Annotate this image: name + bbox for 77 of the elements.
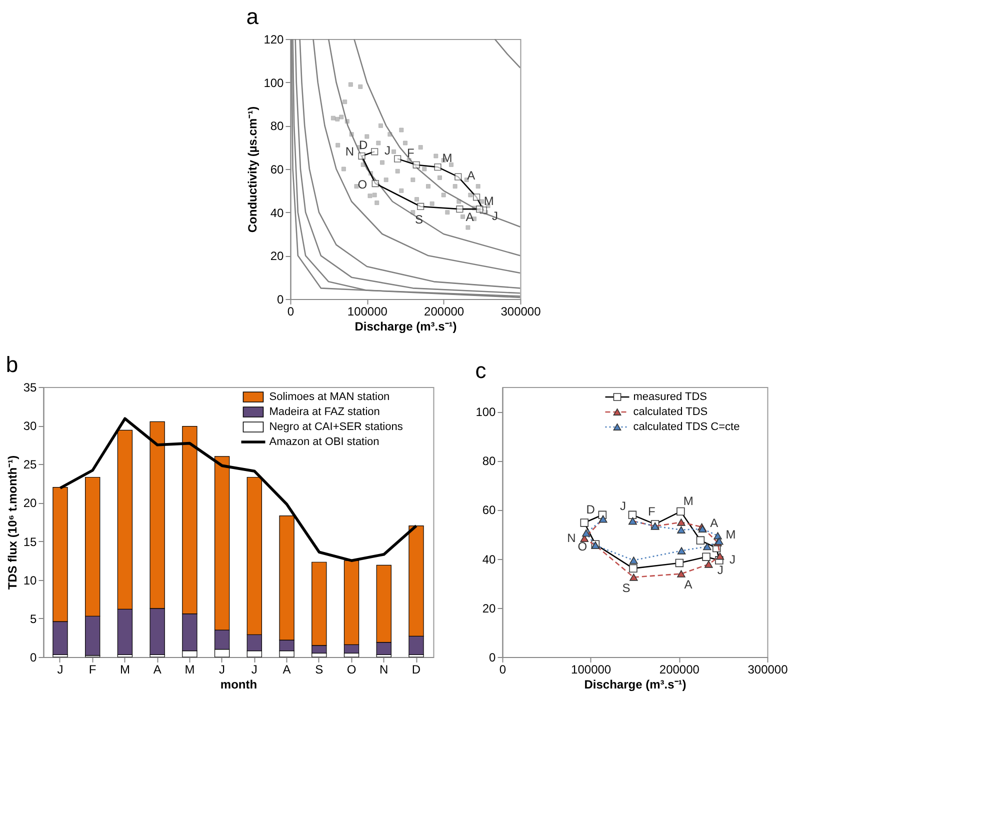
legend-label: Negro at CAI+SER stations <box>269 421 404 433</box>
y-tick-label: 30 <box>23 419 38 434</box>
legend-label: calculated TDS C=cte <box>633 421 740 433</box>
y-tick-label: 60 <box>270 162 284 176</box>
y-tick-label: 25 <box>23 458 38 472</box>
chart-title: c <box>475 358 486 383</box>
annotation: F <box>406 146 414 160</box>
x-tick-label: J <box>219 662 226 676</box>
legend-label: Solimoes at MAN station <box>269 391 390 403</box>
y-tick-label: 35 <box>23 380 38 394</box>
annotation: D <box>358 138 368 152</box>
y-tick-label: 0 <box>30 650 38 664</box>
annotation: A <box>466 210 474 224</box>
y-tick-label: 20 <box>270 249 284 264</box>
y-tick-label: 0 <box>277 292 284 306</box>
x-tick-label: 300000 <box>500 304 542 318</box>
x-tick-label: S <box>315 662 324 676</box>
annotation: M <box>442 151 452 166</box>
y-tick-label: 120 <box>264 32 284 46</box>
annotation: N <box>567 531 576 546</box>
x-axis-title: Discharge (m³.s⁻¹) <box>584 678 686 692</box>
x-tick-label: 0 <box>499 662 506 676</box>
annotation: M <box>484 194 494 208</box>
y-tick-label: 40 <box>482 552 496 566</box>
annotation: F <box>648 504 656 519</box>
annotation: J <box>384 144 390 158</box>
x-axis-title: month <box>220 678 258 692</box>
annotation: D <box>586 502 596 517</box>
x-tick-label: J <box>251 662 258 676</box>
x-tick-label: 0 <box>287 304 294 318</box>
x-tick-label: A <box>282 662 291 676</box>
annotation: A <box>710 516 718 530</box>
y-axis-title: Conductivity (µs.cm⁻¹) <box>246 106 260 233</box>
x-tick-label: N <box>380 662 388 676</box>
x-tick-label: 300000 <box>748 662 788 676</box>
y-tick-label: 60 <box>482 503 496 518</box>
x-tick-label: 200000 <box>424 304 464 318</box>
y-tick-label: 0 <box>489 650 496 664</box>
x-tick-label: D <box>412 662 421 676</box>
legend-label: Madeira at FAZ station <box>269 406 380 418</box>
y-tick-label: 20 <box>23 496 38 510</box>
y-tick-label: 100 <box>264 76 284 90</box>
legend-label: calculated TDS <box>633 406 708 418</box>
x-tick-label: M <box>184 662 195 676</box>
annotation: M <box>683 494 694 508</box>
annotation: J <box>620 498 626 513</box>
annotation: M <box>726 528 736 542</box>
annotation: O <box>358 177 368 192</box>
annotation: A <box>467 168 476 183</box>
annotation: O <box>578 539 588 554</box>
annotation: J <box>730 552 736 566</box>
x-tick-label: 200000 <box>659 662 700 676</box>
x-tick-label: 100000 <box>347 304 388 318</box>
legend-label: Amazon at OBI station <box>269 436 380 448</box>
y-tick-label: 80 <box>270 119 284 134</box>
chart-title: b <box>6 352 18 377</box>
y-axis-title: TDS flux (10⁶ t.month⁻¹) <box>5 455 20 590</box>
legend-label: measured TDS <box>633 391 708 403</box>
annotation: J <box>717 562 724 577</box>
annotation: A <box>684 578 692 592</box>
y-tick-label: 40 <box>270 206 284 220</box>
y-tick-label: 5 <box>30 612 38 626</box>
annotation: S <box>622 580 630 595</box>
x-axis-title: Discharge (m³.s⁻¹) <box>354 320 457 334</box>
chart-title: a <box>246 4 260 29</box>
y-tick-label: 80 <box>482 454 496 468</box>
y-tick-label: 20 <box>482 601 496 616</box>
y-tick-label: 10 <box>23 573 38 588</box>
x-tick-label: 100000 <box>571 662 612 676</box>
x-tick-label: J <box>57 662 64 676</box>
y-tick-label: 15 <box>23 534 38 549</box>
x-tick-label: M <box>120 662 130 676</box>
annotation: N <box>345 144 354 158</box>
x-tick-label: A <box>153 662 162 676</box>
x-tick-label: F <box>88 662 96 676</box>
x-tick-label: O <box>346 662 356 676</box>
y-tick-label: 100 <box>476 405 496 420</box>
